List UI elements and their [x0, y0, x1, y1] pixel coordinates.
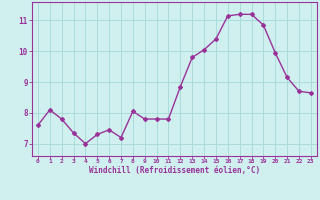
- X-axis label: Windchill (Refroidissement éolien,°C): Windchill (Refroidissement éolien,°C): [89, 166, 260, 175]
